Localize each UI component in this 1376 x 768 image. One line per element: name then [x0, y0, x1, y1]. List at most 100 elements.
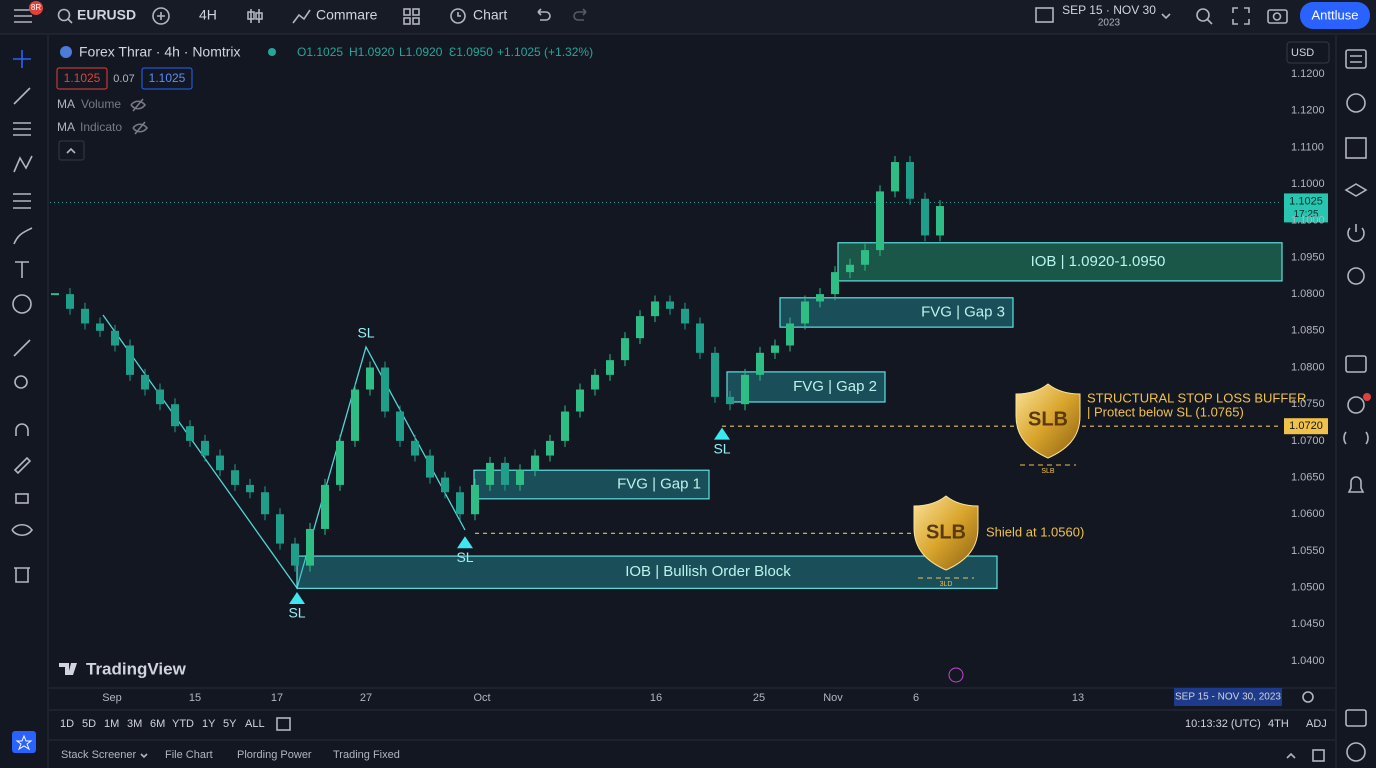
date-year: 2023 — [1098, 18, 1121, 29]
zone-label: FVG | Gap 1 — [617, 476, 701, 493]
tab[interactable]: File Chart — [165, 749, 213, 761]
shield-small: 3LD — [940, 581, 953, 588]
indicator-label: Indicato — [80, 120, 122, 134]
zone-label: FVG | Gap 3 — [921, 303, 1005, 320]
chart-button[interactable]: Chart — [473, 7, 507, 23]
candle-icon[interactable] — [247, 9, 263, 23]
candle — [876, 191, 884, 251]
collapse-button[interactable] — [58, 140, 85, 161]
notification-dot — [1363, 393, 1371, 401]
date-range[interactable]: SEP 15 · NOV 30 — [1062, 3, 1156, 17]
price-label: 1.0400 — [1291, 655, 1325, 667]
collapse-icon[interactable] — [1286, 752, 1296, 759]
shield-note: | Protect below SL (1.0765) — [1087, 404, 1244, 419]
right-tools[interactable] — [1343, 49, 1369, 762]
event-icon[interactable] — [948, 667, 964, 683]
symbol[interactable]: EURUSD — [77, 7, 136, 23]
tab[interactable]: Plording Power — [237, 749, 312, 761]
ask-box[interactable] — [141, 67, 193, 90]
timeframe[interactable]: 1D — [60, 718, 74, 730]
bid-box[interactable] — [56, 67, 108, 90]
candle — [291, 543, 299, 566]
timeframe[interactable]: 6M — [150, 718, 165, 730]
alert-icon[interactable] — [450, 8, 466, 24]
shield-badge: SLB — [1028, 408, 1068, 430]
interval[interactable]: 4H — [199, 7, 217, 23]
indicator-label: Volume — [81, 97, 121, 111]
camera-icon[interactable] — [1267, 9, 1288, 24]
tab[interactable]: Stack Screener — [61, 749, 137, 761]
calendar-icon[interactable] — [276, 717, 291, 731]
search-icon[interactable] — [57, 8, 73, 24]
zone — [726, 371, 886, 403]
price-label: 1.0600 — [1291, 508, 1325, 520]
session[interactable]: 4TH — [1268, 718, 1289, 730]
settings-icon[interactable] — [1302, 691, 1314, 703]
zone — [473, 469, 710, 500]
timeframe[interactable]: 1Y — [202, 718, 216, 730]
tab[interactable]: Trading Fixed — [333, 749, 400, 761]
range-icon[interactable] — [1035, 7, 1054, 23]
ask-price[interactable]: 1.1025 — [149, 71, 186, 85]
timeframe[interactable]: ALL — [245, 718, 265, 730]
pivot-marker — [289, 592, 305, 605]
candle — [561, 411, 569, 441]
drawing-tools[interactable] — [11, 50, 33, 583]
price-label: 1.0700 — [1291, 435, 1325, 447]
add-icon[interactable] — [152, 7, 170, 25]
zone-label: FVG | Gap 2 — [793, 378, 877, 395]
currency-box[interactable] — [1286, 41, 1330, 64]
zone — [296, 555, 998, 589]
candle — [126, 345, 134, 375]
candle — [411, 440, 419, 456]
candle — [216, 455, 224, 471]
candle — [366, 367, 374, 390]
price-label: 1.1200 — [1291, 105, 1325, 117]
zone-label: IOB | 1.0920-1.0950 — [1031, 253, 1166, 270]
candle — [816, 294, 824, 302]
left-toolbar — [0, 35, 48, 768]
pivot-label: SL — [456, 549, 473, 565]
undo-icon[interactable] — [537, 8, 551, 21]
primary-button-label[interactable]: Anttluse — [1312, 7, 1359, 22]
maximize-icon[interactable] — [1312, 749, 1325, 762]
candle — [516, 470, 524, 485]
candle — [921, 198, 929, 236]
bid-price[interactable]: 1.1025 — [64, 71, 101, 85]
primary-button[interactable] — [1300, 2, 1370, 29]
candle — [186, 426, 194, 441]
timeframe[interactable]: YTD — [172, 718, 194, 730]
price-label: 1.0800 — [1291, 288, 1325, 300]
hide-icon[interactable] — [132, 121, 149, 135]
timeframe[interactable]: 1M — [104, 718, 119, 730]
dropdown-icon[interactable] — [140, 753, 148, 759]
status-dot — [268, 48, 276, 56]
favorite-button[interactable] — [12, 731, 36, 753]
collapse-icon[interactable] — [66, 147, 76, 154]
compare[interactable]: Commare — [316, 7, 378, 23]
timeframe[interactable]: 5Y — [223, 718, 237, 730]
price-label: 1.1100 — [1291, 141, 1324, 153]
currency[interactable]: USD — [1291, 47, 1314, 59]
indicator-icon[interactable] — [292, 9, 311, 24]
ohlc-high: H1.0920 — [349, 45, 395, 59]
current-price: 1.1025 — [1289, 195, 1323, 207]
hide-icon[interactable] — [130, 98, 147, 112]
menu-icon[interactable] — [14, 9, 32, 23]
timeframe[interactable]: 3M — [127, 718, 142, 730]
shield-lower — [913, 495, 979, 579]
price-label: 1.0650 — [1291, 471, 1325, 483]
adjust[interactable]: ADJ — [1306, 718, 1327, 730]
timeframe[interactable]: 5D — [82, 718, 96, 730]
search-icon[interactable] — [1196, 8, 1213, 25]
fullscreen-icon[interactable] — [1232, 7, 1250, 25]
redo-icon[interactable] — [573, 8, 587, 21]
dropdown-icon[interactable] — [1161, 13, 1171, 20]
candle — [81, 308, 89, 324]
candle — [771, 345, 779, 353]
star-icon[interactable] — [15, 734, 33, 751]
pivot-marker — [714, 427, 730, 440]
time-label: Oct — [473, 692, 490, 704]
layout-icon[interactable] — [403, 8, 420, 25]
